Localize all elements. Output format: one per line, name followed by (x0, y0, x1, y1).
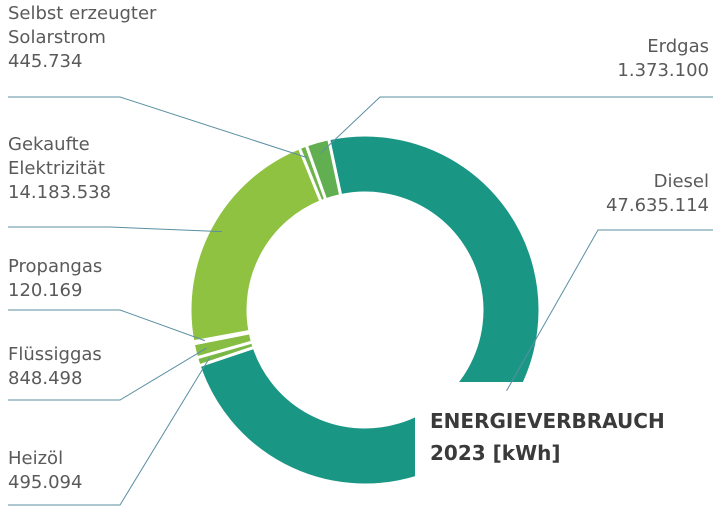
segment-label: Heizöl 495.094 (8, 447, 173, 495)
leader-line (8, 309, 206, 342)
leader-line (8, 357, 210, 506)
category-name: Diesel (653, 171, 709, 192)
segment-label: Flüssiggas 848.498 (8, 343, 173, 391)
value-label: 848.498 (8, 368, 83, 389)
segment-label: Selbst erzeugter Solarstrom 445.734 (8, 2, 173, 74)
donut-segment (304, 137, 343, 202)
leader-line (320, 96, 713, 154)
category-name: Flüssiggas (8, 344, 102, 365)
category-name: Selbst erzeugter Solarstrom (8, 3, 157, 48)
value-label: 1.373.100 (617, 60, 709, 81)
segment-label: Gekaufte Elektrizität 14.183.538 (8, 133, 173, 205)
segment-label: Diesel 47.635.114 (544, 170, 709, 218)
segment-label: Erdgas 1.373.100 (544, 35, 709, 83)
value-label: 47.635.114 (605, 195, 709, 216)
donut-segment (188, 145, 324, 344)
title-backdrop (415, 382, 713, 507)
category-name: Gekaufte Elektrizität (8, 134, 105, 179)
value-label: 120.169 (8, 280, 83, 301)
category-name: Propangas (8, 256, 103, 277)
leader-line (8, 347, 207, 401)
value-label: 495.094 (8, 472, 83, 493)
category-name: Heizöl (8, 448, 64, 469)
leader-line (8, 96, 308, 159)
value-label: 14.183.538 (8, 182, 112, 203)
leader-line (506, 229, 713, 392)
segment-label: Propangas 120.169 (8, 255, 173, 303)
value-label: 445.734 (8, 51, 83, 72)
category-name: Erdgas (647, 36, 709, 57)
leader-line (8, 226, 223, 233)
chart-title: ENERGIEVERBRAUCH 2023 [kWh] (430, 409, 665, 465)
